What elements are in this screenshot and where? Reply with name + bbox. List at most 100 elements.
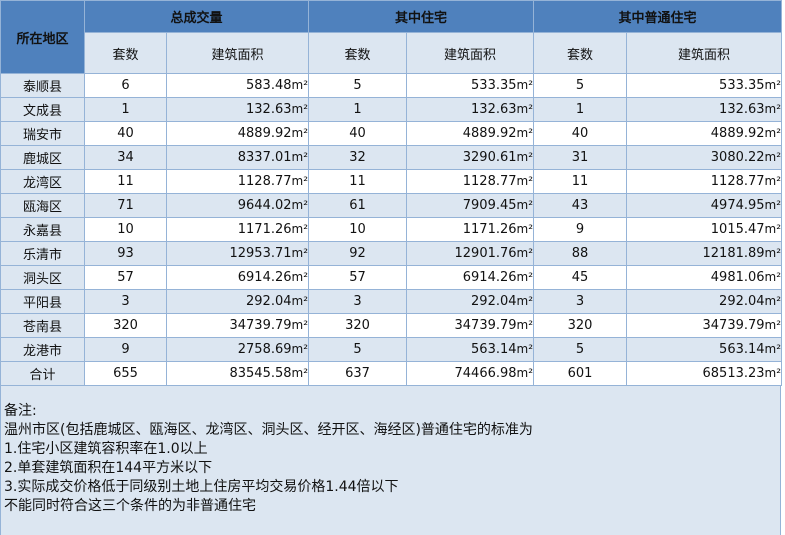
area-value: 132.63 <box>719 102 765 117</box>
area-unit: m² <box>516 198 534 212</box>
table-row: 合计 655 83545.58m² 637 74466.98m² 601 68513.23m… <box>0 361 783 386</box>
total-area-cell: 83545.58m² <box>165 361 310 386</box>
total-units-cell: 10 <box>84 217 167 242</box>
ord-units-cell: 5 <box>533 73 628 98</box>
header-total-area: 建筑面积 <box>165 32 310 74</box>
header-res-units: 套数 <box>308 32 408 74</box>
total-units-cell: 3 <box>84 289 167 314</box>
area-unit: m² <box>291 78 309 92</box>
table-row: 泰顺县 6 583.48m² 5 533.35m² 5 533.35m² <box>0 73 783 98</box>
area-unit: m² <box>516 126 534 140</box>
region-name-cell: 苍南县 <box>0 313 85 338</box>
area-unit: m² <box>291 174 309 188</box>
total-area-cell: 9644.02m² <box>165 193 310 218</box>
table-row: 文成县 1 132.63m² 1 132.63m² 1 132.63m² <box>0 97 783 122</box>
area-unit: m² <box>764 246 782 260</box>
ord-units-cell: 43 <box>533 193 628 218</box>
res-units-cell: 32 <box>308 145 408 170</box>
area-unit: m² <box>291 246 309 260</box>
res-area-cell: 292.04m² <box>406 289 535 314</box>
header-total-volume: 总成交量 <box>83 0 310 33</box>
region-name-cell: 瑞安市 <box>0 121 85 146</box>
total-units-cell: 34 <box>84 145 167 170</box>
region-name-cell: 龙湾区 <box>0 169 85 194</box>
area-value: 292.04 <box>246 294 292 309</box>
header-ord-units: 套数 <box>533 32 628 74</box>
area-unit: m² <box>516 222 534 236</box>
res-area-cell: 12901.76m² <box>406 241 535 266</box>
ord-area-cell: 1015.47m² <box>626 217 783 242</box>
area-value: 583.48 <box>246 78 292 93</box>
area-unit: m² <box>516 246 534 260</box>
area-unit: m² <box>516 150 534 164</box>
area-value: 3290.61 <box>462 150 517 165</box>
area-value: 132.63 <box>246 102 292 117</box>
notes-box: 备注: 温州市区(包括鹿城区、瓯海区、龙湾区、洞头区、经开区、海经区)普通住宅的… <box>0 386 781 535</box>
total-area-cell: 1171.26m² <box>165 217 310 242</box>
res-units-cell: 57 <box>308 265 408 290</box>
area-unit: m² <box>291 150 309 164</box>
ord-units-cell: 11 <box>533 169 628 194</box>
header-residential: 其中住宅 <box>308 0 535 33</box>
ord-units-cell: 320 <box>533 313 628 338</box>
area-value: 34739.79 <box>702 318 765 333</box>
area-unit: m² <box>516 294 534 308</box>
ord-units-cell: 9 <box>533 217 628 242</box>
res-area-cell: 132.63m² <box>406 97 535 122</box>
header-ordinary-residential: 其中普通住宅 <box>533 0 783 33</box>
res-area-cell: 1171.26m² <box>406 217 535 242</box>
ord-area-cell: 4974.95m² <box>626 193 783 218</box>
total-units-cell: 1 <box>84 97 167 122</box>
table-row: 乐清市 93 12953.71m² 92 12901.76m² 88 12181.89m² <box>0 241 783 266</box>
area-unit: m² <box>291 366 309 380</box>
region-name-cell: 平阳县 <box>0 289 85 314</box>
area-unit: m² <box>764 78 782 92</box>
area-value: 8337.01 <box>237 150 292 165</box>
total-units-cell: 93 <box>84 241 167 266</box>
area-value: 1171.26 <box>462 222 517 237</box>
region-name-cell: 洞头区 <box>0 265 85 290</box>
total-units-cell: 320 <box>84 313 167 338</box>
area-unit: m² <box>291 318 309 332</box>
area-unit: m² <box>291 270 309 284</box>
res-units-cell: 1 <box>308 97 408 122</box>
region-name-cell: 龙港市 <box>0 337 85 362</box>
region-name-cell: 泰顺县 <box>0 73 85 98</box>
total-units-cell: 11 <box>84 169 167 194</box>
res-units-cell: 637 <box>308 361 408 386</box>
area-unit: m² <box>291 294 309 308</box>
area-unit: m² <box>516 102 534 116</box>
area-value: 4981.06 <box>710 270 765 285</box>
area-value: 1128.77 <box>462 174 517 189</box>
area-unit: m² <box>764 270 782 284</box>
table-row: 平阳县 3 292.04m² 3 292.04m² 3 292.04m² <box>0 289 783 314</box>
area-value: 1015.47 <box>710 222 765 237</box>
area-unit: m² <box>764 174 782 188</box>
total-area-cell: 132.63m² <box>165 97 310 122</box>
area-value: 7909.45 <box>462 198 517 213</box>
res-area-cell: 34739.79m² <box>406 313 535 338</box>
ord-area-cell: 1128.77m² <box>626 169 783 194</box>
header-total-units: 套数 <box>84 32 167 74</box>
notes-standard: 温州市区(包括鹿城区、瓯海区、龙湾区、洞头区、经开区、海经区)普通住宅的标准为 <box>4 422 533 438</box>
area-value: 68513.23 <box>702 366 765 381</box>
total-area-cell: 34739.79m² <box>165 313 310 338</box>
table-row: 瓯海区 71 9644.02m² 61 7909.45m² 43 4974.95m² <box>0 193 783 218</box>
table-body: 泰顺县 6 583.48m² 5 533.35m² 5 533.35m² 文成县 1 132.63… <box>0 73 783 386</box>
area-unit: m² <box>764 126 782 140</box>
area-value: 3080.22 <box>710 150 765 165</box>
ord-units-cell: 3 <box>533 289 628 314</box>
res-units-cell: 61 <box>308 193 408 218</box>
area-unit: m² <box>516 78 534 92</box>
region-name-cell: 永嘉县 <box>0 217 85 242</box>
area-unit: m² <box>764 366 782 380</box>
header-region: 所在地区 <box>0 0 85 74</box>
area-value: 292.04 <box>471 294 517 309</box>
notes-conclusion: 不能同时符合这三个条件的为非普通住宅 <box>4 498 256 514</box>
ord-area-cell: 132.63m² <box>626 97 783 122</box>
area-value: 34739.79 <box>454 318 517 333</box>
area-value: 533.35 <box>719 78 765 93</box>
header-ord-area: 建筑面积 <box>626 32 783 74</box>
ord-units-cell: 31 <box>533 145 628 170</box>
area-unit: m² <box>516 342 534 356</box>
